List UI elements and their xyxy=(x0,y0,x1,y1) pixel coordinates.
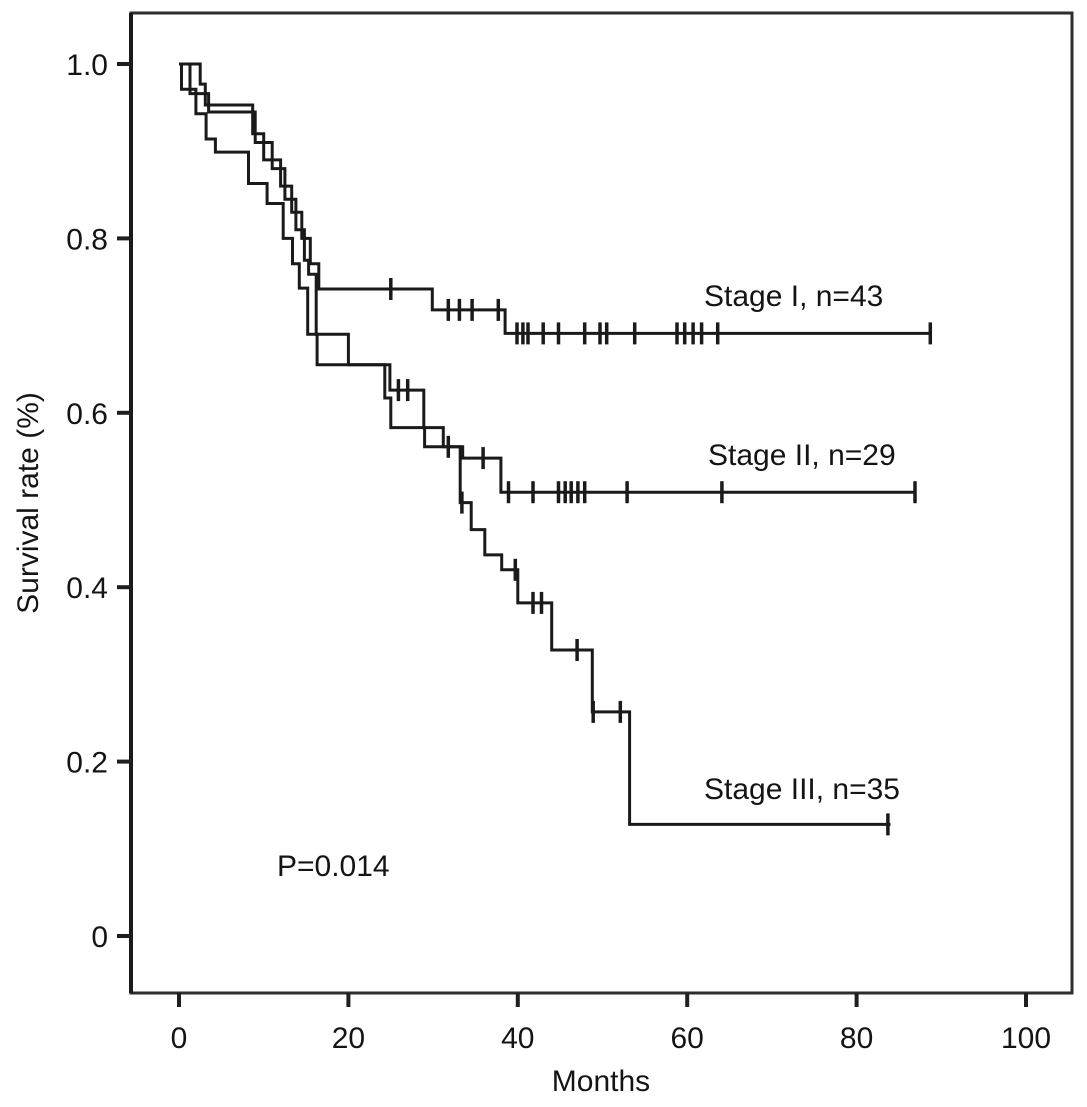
x-axis-title: Months xyxy=(552,1065,650,1098)
y-tick-label: 0 xyxy=(91,921,108,954)
p-value-annotation: P=0.014 xyxy=(277,850,390,883)
x-axis-ticks: 0 20 40 60 80 100 xyxy=(171,993,1051,1055)
survival-curve xyxy=(179,62,891,826)
x-tick-label: 0 xyxy=(171,1022,188,1055)
y-tick-label: 0.2 xyxy=(66,747,108,780)
x-tick-label: 60 xyxy=(671,1022,704,1055)
survival-curve xyxy=(179,62,915,494)
y-tick-label: 0.6 xyxy=(66,398,108,431)
x-tick-label: 20 xyxy=(332,1022,365,1055)
y-tick-label: 0.4 xyxy=(66,572,108,605)
plot-content: 0 20 40 60 80 100 0 0.2 0.4 0.6 0.8 1.0 xyxy=(66,49,1051,1055)
x-tick-label: 100 xyxy=(1001,1022,1051,1055)
x-tick-label: 40 xyxy=(501,1022,534,1055)
series-label-stage-3: Stage III, n=35 xyxy=(704,773,900,806)
y-axis-ticks: 0 0.2 0.4 0.6 0.8 1.0 xyxy=(66,49,131,954)
y-tick-label: 1.0 xyxy=(66,49,108,82)
series-label-stage-1: Stage I, n=43 xyxy=(704,280,883,313)
series-label-stage-2: Stage II, n=29 xyxy=(708,439,896,472)
series-stage-3 xyxy=(179,62,891,836)
x-tick-label: 80 xyxy=(840,1022,873,1055)
y-axis-title: Survival rate (%) xyxy=(12,392,45,614)
y-tick-label: 0.8 xyxy=(66,223,108,256)
